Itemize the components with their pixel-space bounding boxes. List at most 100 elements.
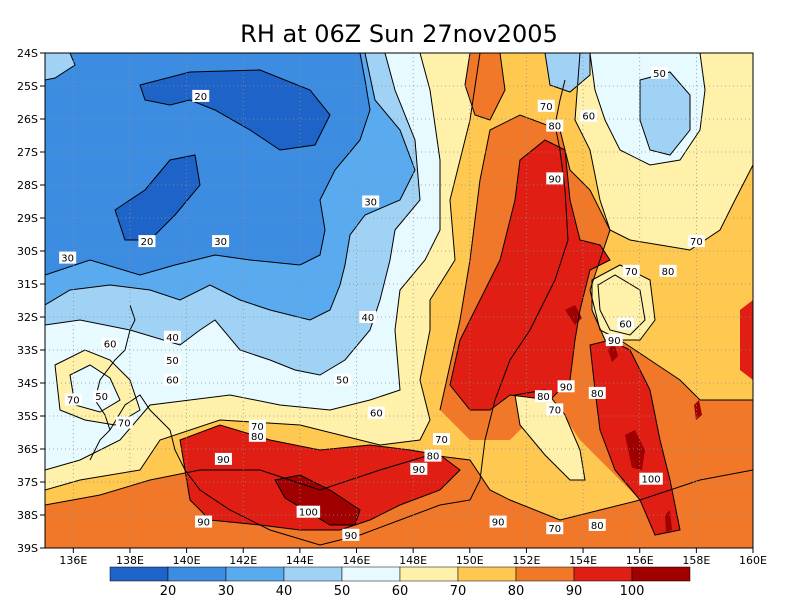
contour-label: 100 xyxy=(299,508,318,519)
contour-line xyxy=(274,474,361,526)
contour-line xyxy=(544,53,591,93)
contour-label-bg xyxy=(195,515,213,528)
y-axis-ticks: 24S 25S 26S 27S 28S 29S 30S 31S 32S 33S 34S 35S 36S 3… xyxy=(17,47,45,555)
colorbar-label: 40 xyxy=(276,584,293,599)
field-below-20-a xyxy=(140,70,330,150)
contour-label: 80 xyxy=(251,432,264,443)
contour-label: 50 xyxy=(166,356,179,367)
y-tick-label: 27S xyxy=(17,146,38,159)
colorbar-label: 60 xyxy=(392,584,409,599)
contour-line xyxy=(45,53,76,81)
x-tick-label: 148E xyxy=(399,554,427,567)
contour-label-bg xyxy=(138,235,156,248)
contour-label: 30 xyxy=(364,198,377,209)
contour-label-bg xyxy=(192,89,210,102)
contour-label-bg xyxy=(214,452,232,465)
field-40-50-east2 xyxy=(640,72,690,155)
contour-label: 90 xyxy=(197,518,210,529)
contour-label: 80 xyxy=(591,521,604,532)
y-tick-label: 26S xyxy=(17,113,38,126)
contour-label-bg xyxy=(59,251,77,264)
field-above-100-d xyxy=(608,342,618,362)
contour-line xyxy=(179,424,461,531)
x-tick-label: 140E xyxy=(173,554,201,567)
x-tick-label: 156E xyxy=(626,554,654,567)
contour-label: 80 xyxy=(427,452,440,463)
contour-label-bg xyxy=(580,109,598,122)
contour-label-bg xyxy=(359,311,377,323)
field-90-100-east xyxy=(450,140,610,410)
contour-label-bg xyxy=(489,515,507,528)
contour-label-bg xyxy=(557,380,575,393)
x-tick-label: 152E xyxy=(512,554,540,567)
contour-label-bg xyxy=(605,334,623,347)
contour-label: 20 xyxy=(141,237,154,248)
x-tick-label: 136E xyxy=(59,554,87,567)
colorbar-swatch xyxy=(283,566,343,582)
contour-label: 70 xyxy=(118,419,131,430)
contour-label: 30 xyxy=(214,237,227,248)
colorbar-swatch xyxy=(515,566,575,582)
contour-label-bg xyxy=(687,235,705,248)
contour-label-bg xyxy=(617,317,635,330)
plot-frame xyxy=(44,52,754,549)
contour-label-bg xyxy=(367,406,385,419)
contour-line xyxy=(45,53,416,321)
y-tick-label: 36S xyxy=(17,443,38,456)
contour-line xyxy=(449,139,611,411)
colorbar-swatch xyxy=(341,566,401,582)
contour-label-bg xyxy=(248,419,266,432)
contour-line xyxy=(574,53,753,251)
contour-label: 90 xyxy=(412,465,425,476)
field-above-100-e xyxy=(665,510,672,532)
contour-label-bg xyxy=(212,235,230,248)
contour-label-bg xyxy=(588,518,606,531)
contour-label: 80 xyxy=(537,392,550,403)
field-above-100-b xyxy=(625,430,645,470)
contour-label: 50 xyxy=(653,69,666,80)
contour-label: 60 xyxy=(166,376,179,387)
contour-label: 30 xyxy=(61,254,74,265)
contour-label-bg xyxy=(622,264,640,277)
colorbar-swatch xyxy=(109,566,169,582)
contour-label: 70 xyxy=(548,405,561,416)
contour-label: 20 xyxy=(194,92,207,103)
contour-line xyxy=(139,69,331,151)
contour-label-bg xyxy=(296,505,321,518)
colorbar-label: 50 xyxy=(334,584,351,599)
contour-labels: 20 20 30 30 30 40 40 50 50 50 50 60 60 60 60 60 70 70 70 70… xyxy=(59,66,705,542)
contour-line xyxy=(597,274,646,336)
y-tick-label: 37S xyxy=(17,476,38,489)
field-60-70-centre xyxy=(515,390,585,480)
field-40-50-east xyxy=(545,53,590,92)
contour-line xyxy=(45,454,753,521)
field-above-100-a xyxy=(275,475,360,525)
contour-label: 90 xyxy=(560,382,573,393)
y-tick-label: 30S xyxy=(17,245,38,258)
coastline-spencer xyxy=(124,304,136,351)
contour-label-bg xyxy=(342,528,360,541)
contour-label-bg xyxy=(333,373,351,386)
field-60-70-east-pocket xyxy=(592,265,655,340)
contour-label-bg xyxy=(546,172,564,185)
filled-contours xyxy=(45,53,753,548)
colorbar-label: 80 xyxy=(508,584,525,599)
contour-line xyxy=(439,114,753,411)
contour-label-bg xyxy=(93,390,111,403)
contour-label-bg xyxy=(546,522,564,535)
y-tick-label: 39S xyxy=(17,542,38,555)
field-40-50-small xyxy=(45,53,75,80)
coastline-gulf xyxy=(89,394,171,461)
contour-label-bg xyxy=(546,403,564,416)
contour-label: 90 xyxy=(548,174,561,185)
y-tick-label: 28S xyxy=(17,179,38,192)
colorbar-label: 70 xyxy=(450,584,467,599)
contour-label: 90 xyxy=(608,336,621,347)
contour-label: 60 xyxy=(619,320,632,331)
contour-label: 90 xyxy=(492,518,505,529)
contour-label-bg xyxy=(64,393,82,406)
field-80-90-north xyxy=(465,53,505,120)
contour-label-bg xyxy=(537,99,555,112)
colorbar-swatch xyxy=(225,566,285,582)
